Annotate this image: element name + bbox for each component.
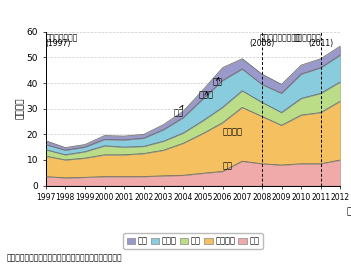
Text: 資料：経済産業省「海外事業活動基本調査」から作成。: 資料：経済産業省「海外事業活動基本調査」から作成。 (7, 253, 122, 262)
Text: リーマン・ショック: リーマン・ショック (260, 33, 302, 42)
Text: (2011): (2011) (308, 39, 333, 48)
Text: アジア: アジア (199, 90, 214, 99)
Legend: 欧州, アジア, 北米, 現地国内, 日本: 欧州, アジア, 北米, 現地国内, 日本 (124, 233, 263, 249)
Text: 東日本大震災: 東日本大震災 (293, 33, 321, 42)
Text: 北米: 北米 (173, 105, 183, 117)
Text: 欧州: 欧州 (213, 77, 223, 86)
Text: 日本: 日本 (223, 162, 232, 171)
Y-axis label: （兆円）: （兆円） (16, 98, 25, 120)
Text: (1997): (1997) (46, 39, 71, 48)
Text: 現地国内: 現地国内 (223, 127, 243, 136)
Text: アジア通貨危機: アジア通貨危機 (46, 33, 78, 42)
Text: （年）: （年） (346, 207, 351, 216)
Text: (2008): (2008) (249, 39, 274, 48)
